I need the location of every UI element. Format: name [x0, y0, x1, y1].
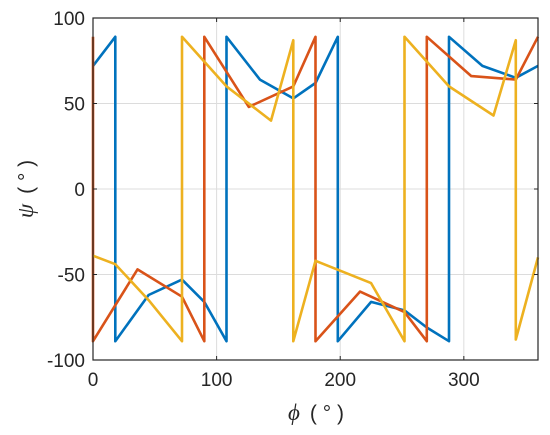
y-axis-unit: ( ° ): [15, 160, 38, 194]
x-tick-label: 0: [88, 370, 99, 391]
series-line-3: [92, 35, 540, 343]
y-tick-label: -100: [47, 351, 85, 372]
y-tick-label: -50: [58, 266, 85, 287]
y-tick-label: 100: [53, 9, 85, 30]
x-axis-unit: ( ° ): [310, 402, 344, 425]
x-axis-label: ϕ ( ° ): [288, 400, 344, 425]
x-tick-label: 200: [324, 370, 356, 391]
plot-area: [91, 35, 540, 343]
x-axis-symbol: ϕ: [288, 400, 300, 425]
x-tick-labels: 0 100 200 300: [88, 370, 480, 391]
y-tick-labels: -100 -50 0 50 100: [47, 9, 85, 372]
series-line-2: [91, 35, 540, 343]
tick-marks: [92, 17, 538, 361]
y-tick-label: 0: [74, 180, 85, 201]
x-tick-label: 100: [201, 370, 233, 391]
y-tick-label: 50: [64, 95, 85, 116]
y-axis-label: ψ ( ° ): [13, 160, 38, 218]
y-axis-symbol: ψ: [13, 203, 38, 218]
x-tick-label: 300: [448, 370, 480, 391]
